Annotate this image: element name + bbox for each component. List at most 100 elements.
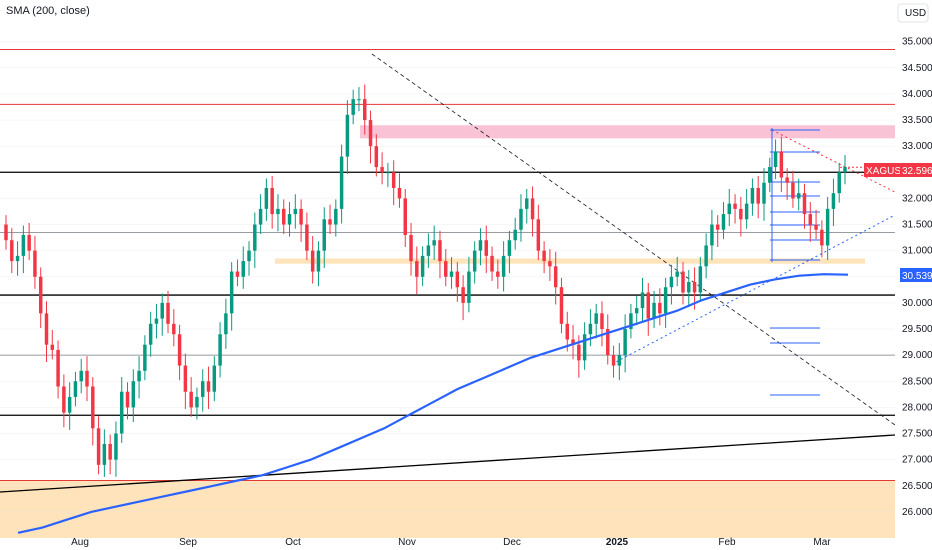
candle — [733, 203, 737, 209]
candle — [438, 240, 442, 262]
candle — [634, 308, 639, 314]
candle — [339, 156, 344, 209]
candle — [322, 219, 326, 251]
zone — [360, 125, 897, 139]
candle — [148, 323, 153, 345]
candle — [73, 381, 78, 397]
candle — [449, 271, 454, 277]
candle — [588, 323, 593, 335]
candle — [600, 313, 604, 330]
currency-button[interactable] — [897, 3, 929, 23]
candle — [721, 214, 726, 230]
x-tick-label: Sep — [179, 537, 197, 548]
candle — [681, 271, 685, 293]
candle — [114, 433, 118, 460]
candle — [258, 208, 263, 225]
long-trendline — [0, 434, 896, 493]
candle — [415, 261, 419, 277]
symbol-tag: XAGUSD — [866, 166, 908, 177]
x-tick-label: Oct — [285, 537, 301, 548]
y-tick-label: 26.500 — [902, 481, 932, 492]
candle — [50, 344, 55, 350]
candle — [305, 224, 309, 251]
candle — [640, 292, 645, 309]
candle — [4, 224, 8, 241]
candle — [67, 396, 72, 413]
candle — [368, 120, 373, 147]
candle — [779, 151, 784, 178]
symbol-tag-bg — [864, 163, 900, 177]
candle — [629, 313, 633, 330]
indicator-label[interactable]: SMA (200, close) — [6, 5, 90, 17]
candle — [559, 287, 564, 324]
candle — [710, 224, 714, 246]
candle — [287, 214, 292, 225]
candle — [814, 224, 818, 230]
candle — [530, 198, 535, 220]
candle — [183, 365, 188, 392]
currency-label: USD — [905, 8, 926, 19]
candle — [744, 203, 749, 220]
candle — [762, 182, 766, 204]
candle — [409, 234, 413, 262]
candle — [334, 208, 338, 225]
y-tick-label: 29.500 — [902, 324, 932, 335]
x-axis: Aug Sep Oct Nov Dec 2025 Feb Mar — [71, 537, 831, 548]
sma-200-line — [17, 273, 849, 534]
candle — [79, 370, 83, 382]
candle — [536, 219, 541, 251]
price-tag: 32.596 — [902, 166, 932, 177]
y-tick-label: 31.000 — [902, 246, 932, 257]
candle — [102, 443, 107, 465]
candle — [496, 271, 500, 277]
candle — [166, 302, 170, 324]
candle — [606, 329, 610, 356]
candle — [119, 391, 124, 434]
x-tick-label: Feb — [718, 537, 736, 548]
candle — [357, 99, 361, 101]
candle — [802, 193, 807, 215]
candle — [455, 271, 460, 288]
candle — [472, 250, 477, 272]
candle — [727, 203, 732, 215]
candle — [785, 177, 789, 183]
candle — [675, 271, 679, 277]
candle — [172, 323, 176, 335]
candle — [96, 428, 101, 465]
sma-tag-bg — [900, 268, 932, 282]
candle — [837, 172, 841, 194]
candle — [21, 234, 26, 256]
price-tags: XAGUSD 32.596 30.539 — [864, 163, 932, 282]
x-tick-label: 2025 — [606, 537, 629, 548]
candle — [386, 172, 390, 174]
x-tick-label: Dec — [503, 537, 521, 548]
y-tick-label: 27.000 — [902, 455, 932, 466]
candle — [137, 370, 141, 382]
candle — [56, 349, 60, 387]
candle — [663, 287, 668, 314]
ascending-trendline — [611, 214, 896, 365]
candle — [820, 229, 824, 246]
candle — [328, 219, 332, 225]
candle — [669, 276, 674, 288]
descending-trendline — [371, 53, 896, 426]
candle — [507, 240, 512, 256]
candle — [444, 261, 448, 277]
candle — [553, 266, 558, 288]
candle — [212, 365, 217, 392]
candle — [253, 224, 257, 251]
candle — [27, 234, 31, 251]
candle — [490, 255, 494, 272]
candle — [623, 329, 627, 356]
candle — [345, 114, 350, 157]
candle — [241, 261, 245, 277]
y-tick-label: 27.500 — [902, 429, 932, 440]
zone — [275, 258, 865, 264]
x-tick-label: Aug — [71, 537, 89, 548]
x-tick-label: Mar — [813, 537, 831, 548]
candle — [351, 99, 355, 115]
candle — [432, 240, 436, 246]
candle — [652, 302, 656, 319]
